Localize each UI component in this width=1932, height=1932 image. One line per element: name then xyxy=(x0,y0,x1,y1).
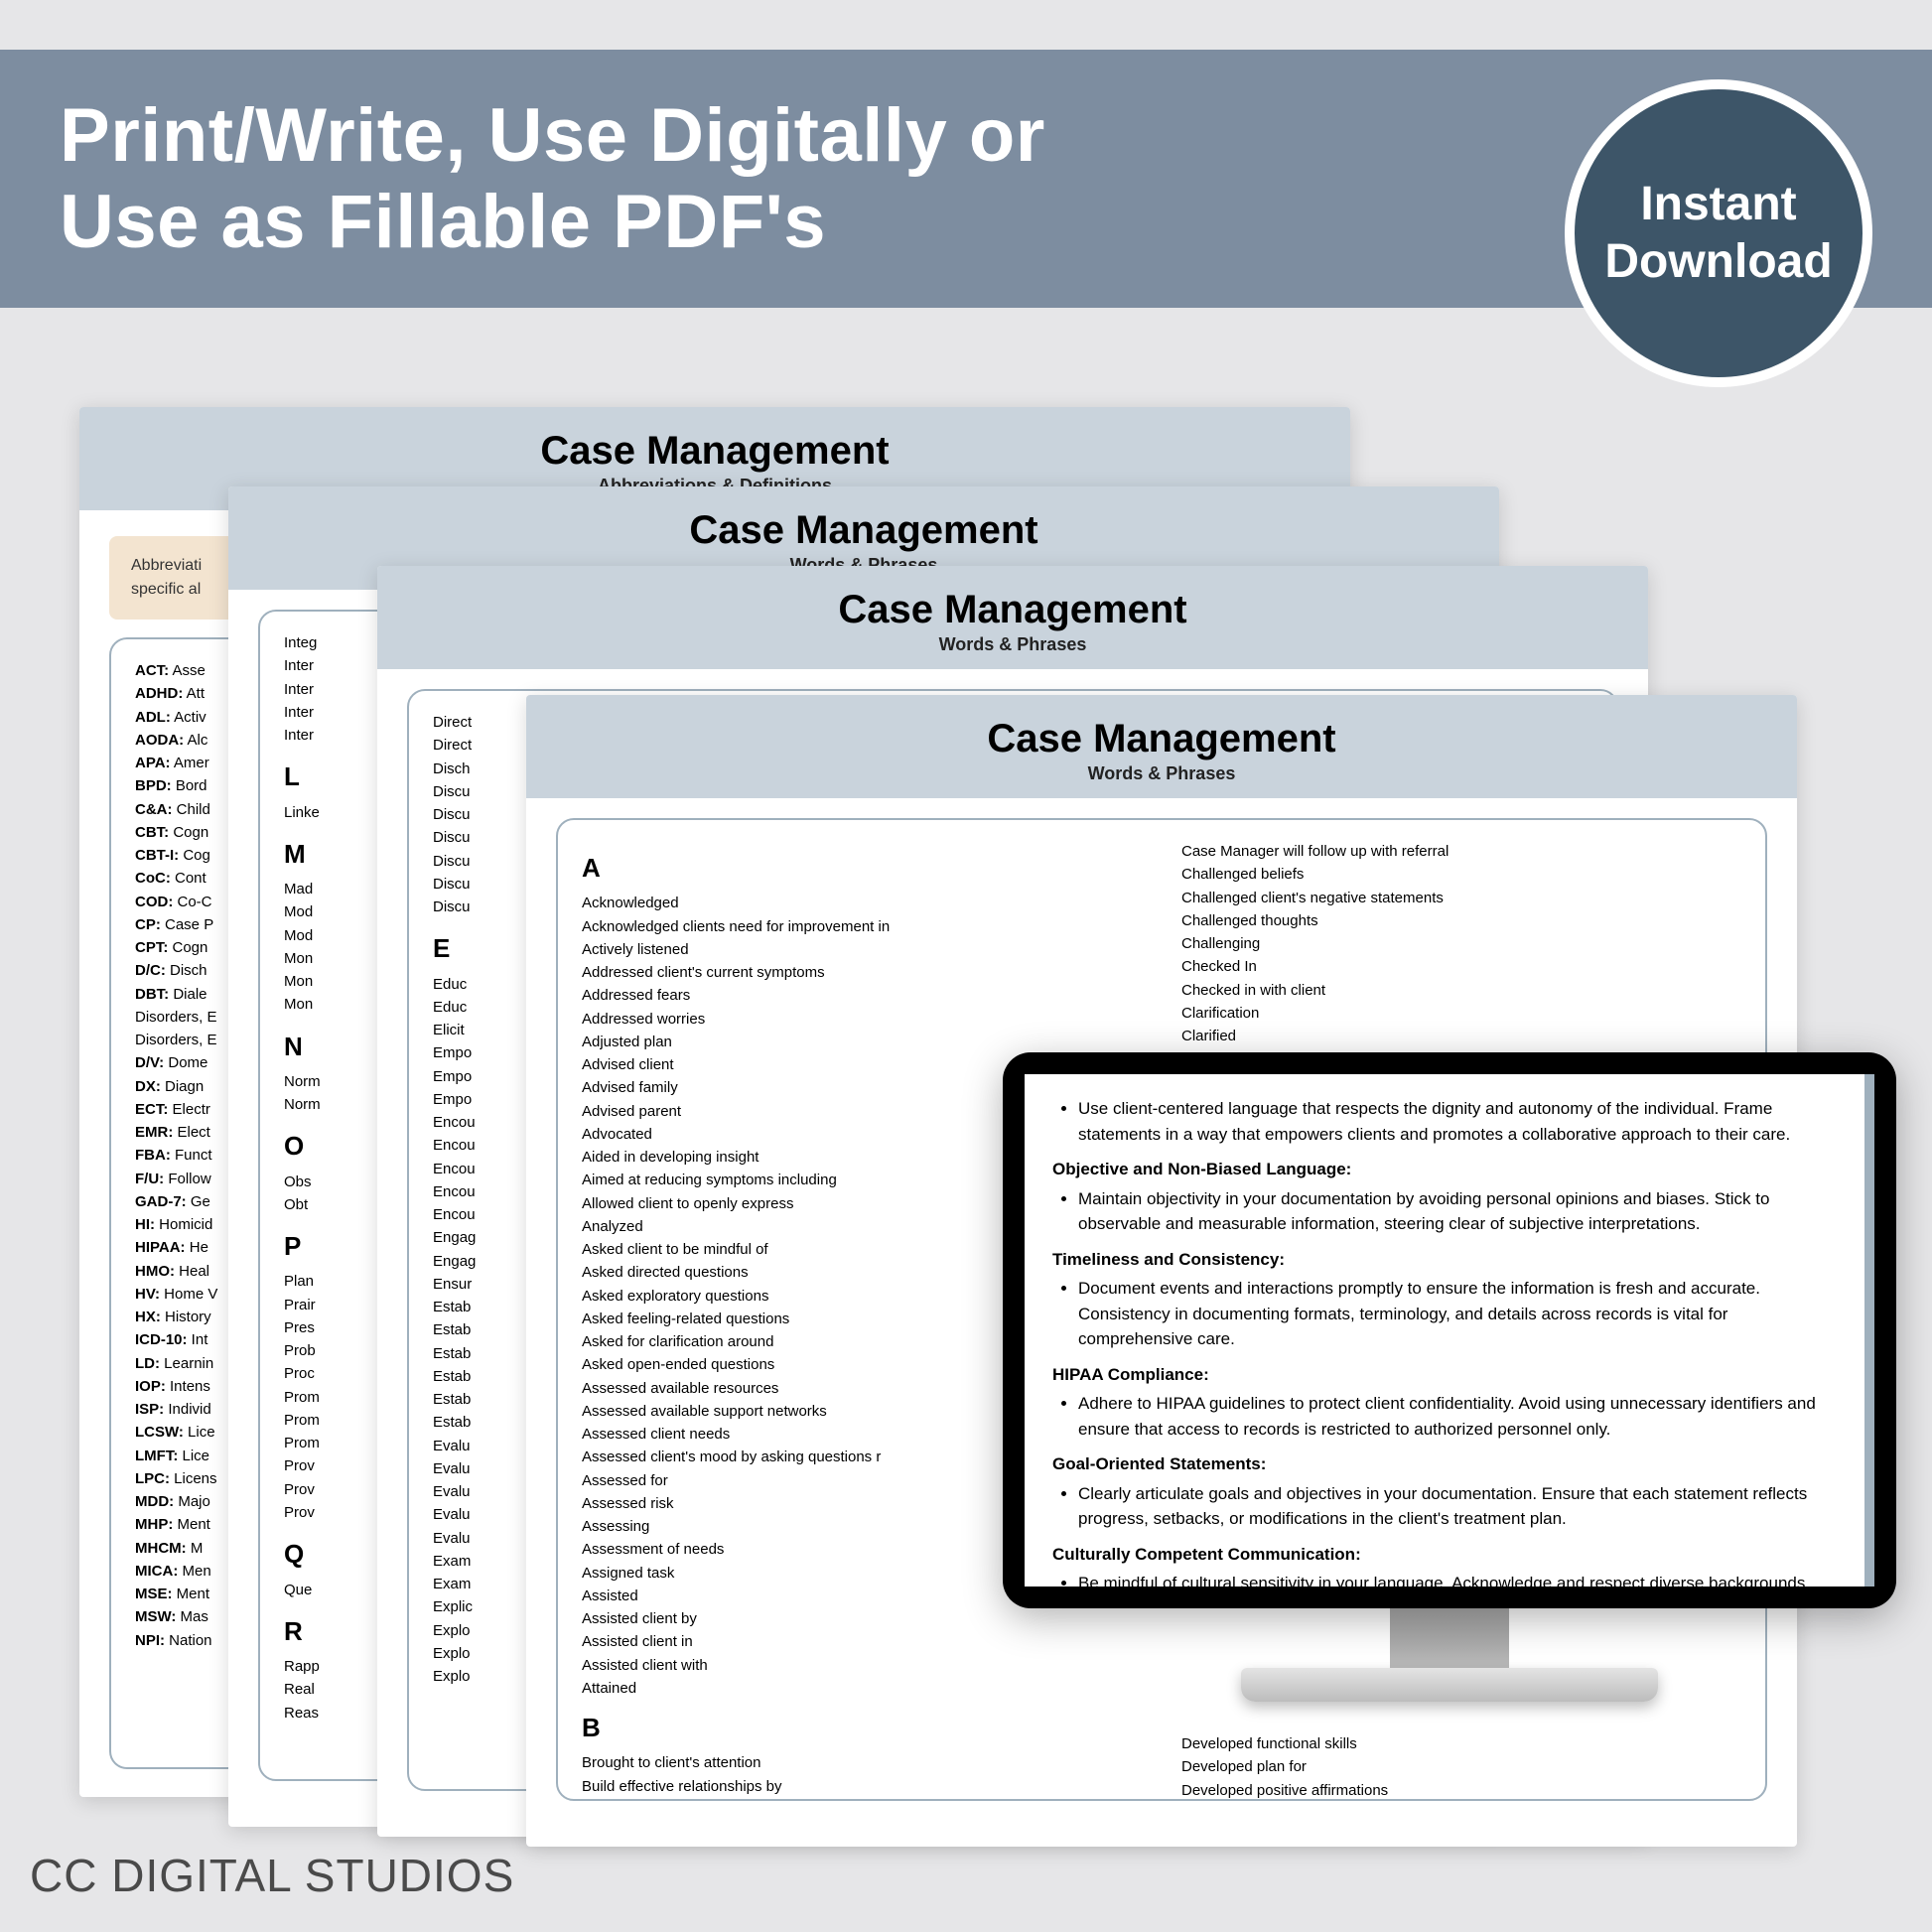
note-line2: specific al xyxy=(131,581,201,598)
badge-text: Instant Download xyxy=(1604,176,1832,290)
page4-header: Case Management Words & Phrases xyxy=(526,695,1797,798)
note-line1: Abbreviati xyxy=(131,557,202,574)
page2-title: Case Management xyxy=(238,508,1489,553)
monitor-frame: Use client-centered language that respec… xyxy=(1003,1052,1896,1608)
monitor-base xyxy=(1241,1668,1658,1702)
banner-line1: Print/Write, Use Digitally or xyxy=(60,93,1045,178)
brand-footer: CC DIGITAL STUDIOS xyxy=(30,1849,514,1902)
badge-line1: Instant xyxy=(1640,178,1796,230)
page3-header: Case Management Words & Phrases xyxy=(377,566,1648,669)
monitor-screen: Use client-centered language that respec… xyxy=(1025,1074,1874,1587)
page4-subtitle: Words & Phrases xyxy=(536,763,1787,784)
page1-title: Case Management xyxy=(89,429,1340,474)
monitor-neck xyxy=(1390,1608,1509,1668)
page3-title: Case Management xyxy=(387,588,1638,632)
page3-subtitle: Words & Phrases xyxy=(387,634,1638,655)
instant-download-badge: Instant Download xyxy=(1565,79,1872,387)
banner-text: Print/Write, Use Digitally or Use as Fil… xyxy=(60,92,1045,266)
monitor-mockup: Use client-centered language that respec… xyxy=(1003,1052,1896,1827)
badge-line2: Download xyxy=(1604,235,1832,288)
page4-title: Case Management xyxy=(536,717,1787,761)
banner-line2: Use as Fillable PDF's xyxy=(60,180,826,264)
